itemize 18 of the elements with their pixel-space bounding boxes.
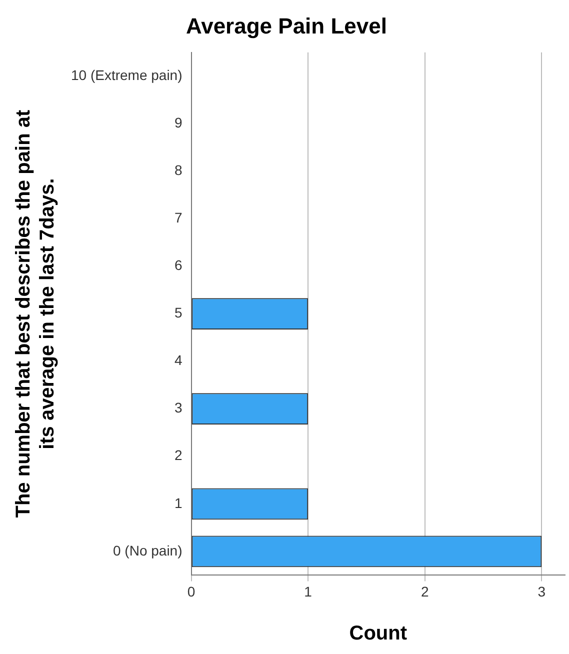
x-tick-label: 1 [304,583,312,600]
y-axis-title: The number that best describes the pain at its average in the last 7days. [12,110,59,518]
y-tick-label: 8 [174,162,182,178]
y-tick-label: 6 [174,257,182,274]
x-tick-label: 2 [420,583,429,600]
x-tick-label: 3 [538,583,546,600]
y-tick-label: 3 [174,400,182,416]
y-tick-label: 9 [174,114,182,131]
y-tick-label: 10 (Extreme pain) [70,67,182,84]
x-tick-label: 0 [187,583,196,600]
y-tick-label: 7 [174,210,182,226]
y-tick-label: 1 [174,494,182,511]
x-axis-title: Count [349,622,408,645]
y-tick-label: 4 [174,352,182,368]
y-tick-label: 0 (No pain) [113,542,182,558]
chart-title: Average Pain Level [186,13,387,38]
y-tick-label: 5 [174,304,182,321]
y-tick-label: 2 [174,447,182,464]
